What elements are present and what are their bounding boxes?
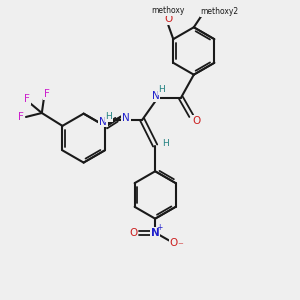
Text: N: N — [122, 113, 130, 123]
Text: H: H — [106, 112, 112, 121]
Text: O: O — [192, 116, 200, 126]
Text: methoxy: methoxy — [152, 6, 185, 15]
Text: O: O — [170, 238, 178, 248]
Text: N: N — [151, 227, 160, 238]
Text: +: + — [156, 223, 162, 232]
Text: H: H — [158, 85, 165, 94]
Text: N: N — [152, 91, 160, 101]
Text: O: O — [129, 227, 137, 238]
Text: F: F — [24, 94, 30, 104]
Text: O: O — [164, 14, 172, 24]
Text: N: N — [99, 117, 107, 127]
Text: ⁻: ⁻ — [177, 242, 183, 251]
Text: F: F — [44, 89, 50, 99]
Text: O: O — [203, 6, 212, 16]
Text: methoxy2: methoxy2 — [200, 7, 238, 16]
Text: H: H — [162, 139, 168, 148]
Text: F: F — [18, 112, 24, 122]
